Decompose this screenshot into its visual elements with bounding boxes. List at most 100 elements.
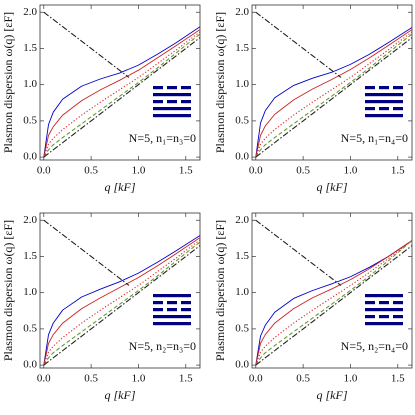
x-tick-label: 1.5: [179, 373, 193, 385]
annotation: N=5, n₂=n₃=0: [129, 339, 196, 353]
icon-bar: [181, 100, 191, 104]
icon-bar: [379, 301, 389, 305]
panel: 0.0 0.5 1.0 1.5 0.0 0.5 1.0 1.5 2.0 q [kF] Plasmon…: [1, 4, 201, 194]
y-axis-label: Plasmon dispersion ω(q) [εF]: [1, 220, 15, 361]
x-tick-label: 0.5: [296, 165, 310, 177]
curve: [43, 29, 200, 158]
x-axis-label: q [kF]: [105, 388, 136, 402]
x-axis-label: q [kF]: [105, 180, 136, 194]
x-tick-label: 0.0: [37, 373, 51, 385]
plot-frame: [251, 212, 413, 369]
panel: 0.0 0.5 1.0 1.5 0.0 0.5 1.0 1.5 2.0 q [kF] Plasmon…: [1, 212, 201, 402]
y-tick-label: 0.0: [235, 359, 249, 371]
y-tick-label: 1.0: [23, 286, 37, 298]
x-tick-label: 1.5: [391, 165, 405, 177]
plot: [255, 219, 412, 366]
annotation: N=5, n₂=n₄=0: [341, 339, 408, 353]
plot: [43, 219, 200, 366]
x-tick-label: 0.0: [249, 373, 263, 385]
icon-bar: [153, 107, 191, 111]
icon-bar: [365, 107, 375, 111]
y-axis-label: Plasmon dispersion ω(q) [εF]: [1, 12, 15, 153]
y-tick-label: 2.0: [23, 6, 37, 18]
annotation: N=5, n₁=n₃=0: [129, 131, 196, 145]
curve: [43, 239, 200, 366]
y-tick-label: 1.5: [23, 42, 37, 54]
icon-bar: [181, 86, 191, 90]
icon-bar: [153, 86, 163, 90]
y-tick-label: 0.5: [235, 322, 249, 334]
panel: 0.0 0.5 1.0 1.5 0.0 0.5 1.0 1.5 2.0 q [kF] Plasmon…: [213, 4, 413, 194]
x-tick-label: 1.5: [179, 165, 193, 177]
x-tick-label: 1.0: [132, 165, 146, 177]
curve: [255, 245, 412, 366]
y-axis-label: Plasmon dispersion ω(q) [εF]: [213, 12, 227, 153]
curve: [43, 245, 200, 366]
icon-bar: [153, 315, 191, 319]
y-tick-label: 1.5: [23, 250, 37, 262]
plot: [255, 11, 412, 158]
plot-frame: [39, 4, 201, 161]
icon-bar: [153, 322, 191, 326]
curve: [255, 31, 412, 158]
curve: [43, 31, 200, 158]
icon-bar: [153, 301, 163, 305]
curve: [43, 26, 200, 158]
icon-bar: [153, 93, 191, 97]
curve: [255, 11, 342, 78]
icon-bar: [167, 86, 177, 90]
curve: [255, 37, 412, 158]
y-tick-label: 2.0: [235, 214, 249, 226]
icon-bar: [365, 114, 403, 118]
icon-bar: [365, 308, 403, 312]
plot: [43, 11, 200, 158]
curve: [255, 33, 412, 158]
x-tick-label: 0.5: [296, 373, 310, 385]
icon-bar: [153, 294, 191, 298]
icon-bar: [365, 100, 403, 104]
curve: [255, 219, 342, 286]
icon-bar: [379, 315, 389, 319]
icon-bar: [153, 100, 163, 104]
icon-bar: [181, 308, 191, 312]
curve: [255, 240, 412, 366]
x-axis-label: q [kF]: [317, 180, 348, 194]
y-axis-label: Plasmon dispersion ω(q) [εF]: [213, 220, 227, 361]
x-tick-label: 1.0: [344, 373, 358, 385]
x-axis-label: q [kF]: [317, 388, 348, 402]
icon-bar: [393, 301, 403, 305]
x-tick-label: 1.0: [132, 373, 146, 385]
y-tick-label: 1.0: [235, 78, 249, 90]
y-tick-label: 0.5: [23, 322, 37, 334]
x-tick-label: 0.0: [249, 165, 263, 177]
icon-bar: [365, 301, 375, 305]
curve: [255, 29, 412, 158]
curve: [255, 27, 412, 158]
curve: [43, 241, 200, 366]
icon-bar: [379, 107, 389, 111]
y-tick-label: 0.5: [235, 114, 249, 126]
x-tick-label: 0.5: [84, 165, 98, 177]
y-tick-label: 0.5: [23, 114, 37, 126]
curve: [43, 33, 200, 158]
icon-bar: [365, 315, 375, 319]
y-tick-label: 0.0: [23, 359, 37, 371]
icon-bar: [393, 86, 403, 90]
x-tick-label: 0.0: [37, 165, 51, 177]
curve: [43, 235, 200, 366]
y-tick-label: 1.5: [235, 42, 249, 54]
y-tick-label: 2.0: [235, 6, 249, 18]
y-tick-label: 0.0: [235, 151, 249, 163]
icon-bar: [365, 322, 403, 326]
y-tick-label: 1.5: [235, 250, 249, 262]
icon-bar: [181, 301, 191, 305]
icon-bar: [379, 86, 389, 90]
icon-bar: [365, 86, 375, 90]
icon-bar: [365, 93, 403, 97]
icon-bar: [167, 100, 177, 104]
icon-bar: [167, 301, 177, 305]
x-tick-label: 1.5: [391, 373, 405, 385]
panel: 0.0 0.5 1.0 1.5 0.0 0.5 1.0 1.5 2.0 q [kF] Plasmon…: [213, 212, 413, 402]
x-tick-label: 0.5: [84, 373, 98, 385]
